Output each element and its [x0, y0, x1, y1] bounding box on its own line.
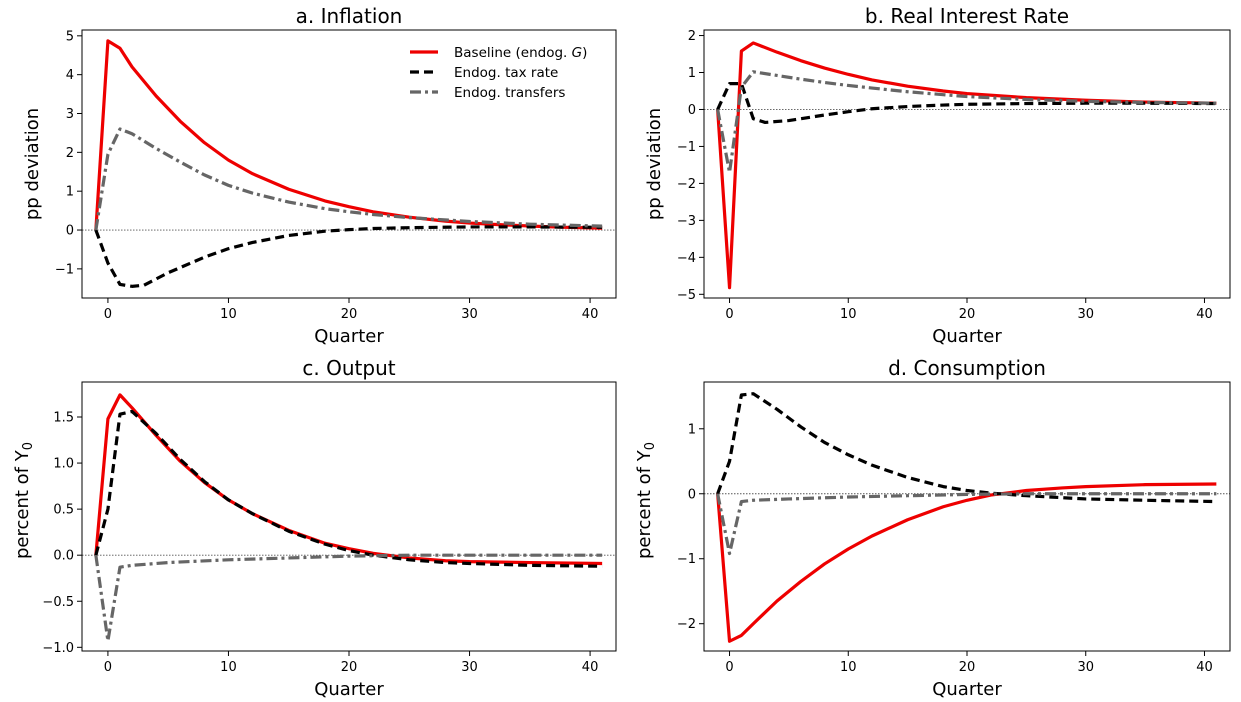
panel-0: 0 10 20 30 40 −1 0 1 2 3 4 5 a. Inflation Quarter pp d…	[22, 4, 617, 347]
x-tick-label: 30	[461, 307, 478, 322]
y-tick-label: −2	[677, 617, 696, 632]
x-tick-label: 30	[1077, 307, 1094, 322]
x-tick-label: 20	[959, 307, 976, 322]
y-axis-label: percent of Y0	[12, 442, 36, 559]
y-tick-label: 5	[66, 29, 74, 44]
y-tick-label: 1.5	[53, 411, 74, 426]
y-tick-label: 0.5	[53, 503, 74, 518]
series-line-2	[716, 70, 1217, 174]
x-tick-label: 40	[1196, 660, 1213, 675]
series-line-0	[716, 482, 1217, 643]
panel-title: d. Consumption	[888, 356, 1046, 380]
x-tick-label: 30	[1077, 660, 1094, 675]
x-axis-label: Quarter	[932, 326, 1002, 347]
y-tick-label: 3	[66, 107, 74, 122]
plot-frame	[81, 381, 617, 652]
y-tick-label: −5	[677, 288, 696, 303]
panel-2: 0 10 20 30 40 −1.0 −0.5 0.0 0.5 1.0 1.5 c. Output Qu…	[12, 356, 617, 700]
y-tick-label: 1.0	[53, 457, 74, 472]
series-line-2	[94, 127, 603, 231]
x-axis-label: Quarter	[314, 679, 384, 700]
y-tick-label: 1	[66, 185, 74, 200]
series-line-1	[94, 409, 603, 568]
x-tick-label: 0	[104, 660, 112, 675]
y-tick-label: −1	[677, 140, 696, 155]
x-tick-label: 40	[582, 660, 599, 675]
y-tick-label: 0.0	[53, 549, 74, 564]
y-tick-label: 0	[66, 224, 74, 239]
panel-3: 0 10 20 30 40 −2 −1 0 1 d. Consumption Quarter perc…	[634, 356, 1231, 700]
series-line-0	[94, 39, 603, 231]
legend-label-2: Endog. transfers	[454, 85, 565, 101]
x-tick-label: 10	[220, 660, 237, 675]
x-tick-label: 40	[1196, 307, 1213, 322]
panel-1: 0 10 20 30 40 −5 −4 −3 −2 −1 0 1 2 b. Real Interest R…	[644, 4, 1231, 347]
legend-label-0: Baseline (endog. G)	[454, 45, 587, 61]
series-line-2	[716, 492, 1217, 556]
y-tick-label: −1	[55, 262, 74, 277]
y-axis-label: pp deviation	[22, 108, 43, 220]
x-tick-label: 30	[461, 660, 478, 675]
plot-frame	[703, 29, 1231, 299]
panel-title: b. Real Interest Rate	[865, 4, 1069, 28]
series-line-0	[716, 41, 1217, 290]
x-tick-label: 20	[959, 660, 976, 675]
y-tick-label: −4	[677, 251, 696, 266]
series-line-1	[716, 392, 1217, 504]
panel-title: a. Inflation	[296, 4, 403, 28]
y-tick-label: 4	[66, 68, 74, 83]
x-tick-label: 10	[840, 307, 857, 322]
x-tick-label: 0	[104, 307, 112, 322]
series-line-0	[94, 393, 603, 566]
x-tick-label: 0	[725, 307, 733, 322]
plot-frame	[703, 381, 1231, 652]
y-axis-label: pp deviation	[644, 108, 665, 220]
y-tick-label: −0.5	[42, 595, 74, 610]
series-line-1	[716, 81, 1217, 125]
y-tick-label: 2	[688, 29, 696, 44]
y-tick-label: −2	[677, 177, 696, 192]
panel-title: c. Output	[302, 356, 395, 380]
y-tick-label: 2	[66, 146, 74, 161]
series-line-1	[94, 225, 603, 288]
series-line-2	[94, 553, 603, 643]
y-tick-label: −3	[677, 214, 696, 229]
x-tick-label: 40	[582, 307, 599, 322]
y-tick-label: −1	[677, 552, 696, 567]
legend-label-1: Endog. tax rate	[454, 65, 558, 81]
y-tick-label: −1.0	[42, 641, 74, 656]
x-tick-label: 0	[725, 660, 733, 675]
x-tick-label: 20	[341, 660, 358, 675]
x-axis-label: Quarter	[932, 679, 1002, 700]
y-tick-label: 1	[688, 66, 696, 81]
y-tick-label: 0	[688, 487, 696, 502]
y-tick-label: 0	[688, 103, 696, 118]
x-tick-label: 20	[341, 307, 358, 322]
y-tick-label: 1	[688, 422, 696, 437]
x-tick-label: 10	[220, 307, 237, 322]
x-axis-label: Quarter	[314, 326, 384, 347]
legend: Baseline (endog. G) Endog. tax rate Endog.…	[410, 45, 587, 101]
y-axis-label: percent of Y0	[634, 442, 658, 559]
x-tick-label: 10	[840, 660, 857, 675]
